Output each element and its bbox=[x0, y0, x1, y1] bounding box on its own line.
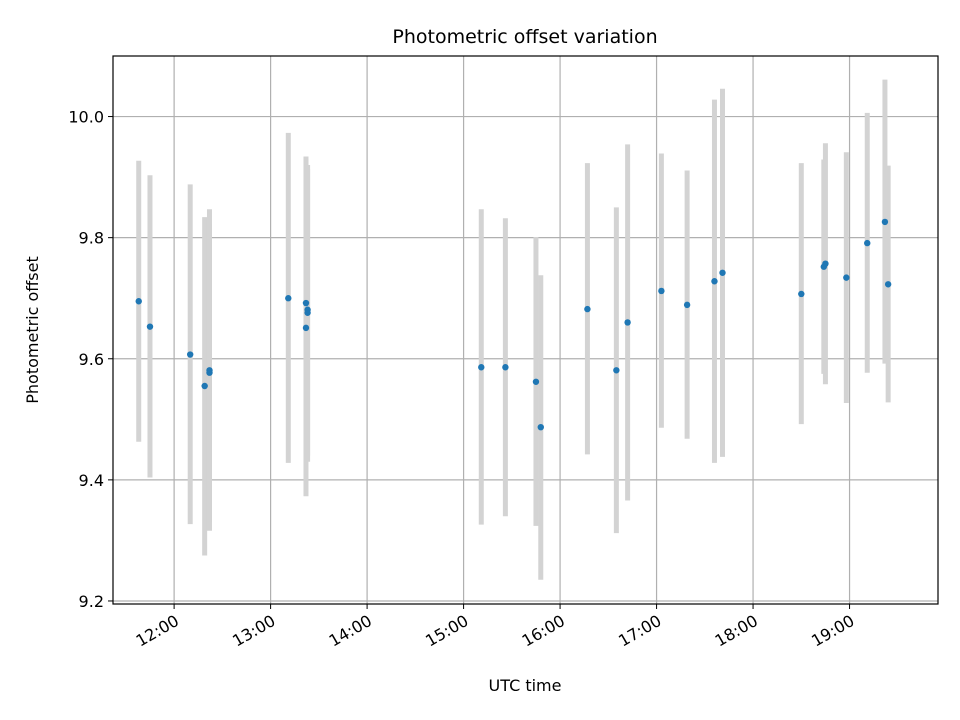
data-point bbox=[304, 309, 311, 316]
data-point bbox=[186, 351, 194, 358]
y-tick-label: 9.2 bbox=[79, 592, 104, 611]
data-point bbox=[798, 290, 805, 298]
y-tick-label: 9.4 bbox=[79, 471, 104, 490]
data-point bbox=[881, 218, 889, 226]
y-tick-label: 9.6 bbox=[79, 350, 104, 369]
data-point bbox=[285, 295, 292, 302]
data-point bbox=[135, 298, 142, 305]
data-point bbox=[711, 278, 718, 285]
x-axis-label: UTC time bbox=[489, 676, 562, 695]
data-point bbox=[843, 274, 850, 281]
data-point bbox=[502, 364, 509, 371]
data-point bbox=[624, 319, 631, 326]
y-axis-label: Photometric offset bbox=[23, 256, 42, 404]
data-point bbox=[822, 260, 829, 267]
data-point bbox=[658, 287, 665, 295]
data-point bbox=[683, 301, 691, 309]
data-point bbox=[302, 299, 310, 307]
y-tick-label: 9.8 bbox=[79, 229, 104, 248]
data-point bbox=[884, 281, 892, 288]
data-point bbox=[864, 239, 871, 247]
point-layer bbox=[135, 218, 892, 431]
data-point bbox=[613, 367, 620, 374]
data-point bbox=[201, 382, 208, 390]
data-point bbox=[206, 369, 213, 376]
data-point bbox=[146, 323, 154, 330]
data-point bbox=[302, 324, 310, 332]
data-point bbox=[719, 269, 726, 276]
data-point bbox=[532, 378, 540, 385]
data-point bbox=[537, 423, 544, 431]
data-point bbox=[478, 364, 485, 371]
data-point bbox=[584, 305, 591, 313]
chart-title: Photometric offset variation bbox=[392, 26, 657, 48]
plot-frame bbox=[112, 55, 939, 605]
y-tick-label: 10.0 bbox=[68, 108, 104, 127]
